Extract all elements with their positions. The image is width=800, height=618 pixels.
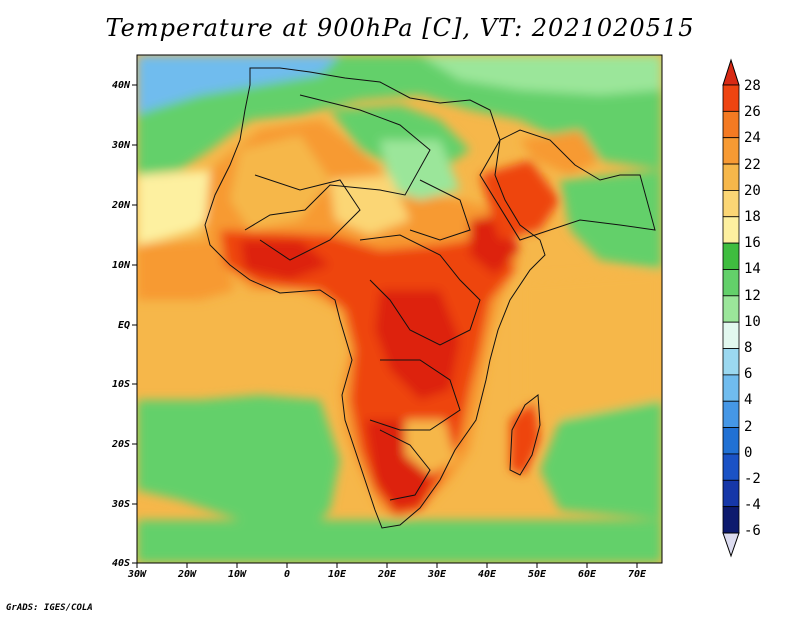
colorbar-labels: 28 26 24 22 20 18 16 14 12 10 8 6 4 2 0 …: [744, 78, 761, 539]
colorbar-label: 10: [744, 314, 761, 330]
lat-tick-labels: 40N 30N 20N 10N EQ 10S 20S 30S 40S: [111, 80, 131, 569]
colorbar-box: [722, 110, 740, 139]
lon-tick-label: 10E: [328, 569, 347, 580]
colorbar-box: [722, 427, 740, 455]
lat-tick-label: 30N: [111, 140, 131, 151]
lon-tick-label: 30E: [427, 569, 447, 580]
lon-tick-label: 30W: [127, 569, 147, 580]
lat-tick-label: 20S: [111, 439, 130, 450]
colorbar-label: 0: [744, 445, 752, 461]
colorbar-box: [722, 242, 740, 270]
map-title: Temperature at 900hPa [C], VT: 202102051…: [105, 14, 695, 42]
colorbar-bottom-arrow: [722, 532, 740, 558]
colorbar-box: [722, 269, 740, 297]
lon-tick-label: 0: [284, 569, 290, 580]
lat-tick-label: 40S: [112, 558, 130, 569]
colorbar-box: [722, 321, 740, 349]
credit-label: GrADS: IGES/COLA: [6, 603, 93, 613]
lon-tick-label: 60E: [578, 569, 597, 580]
colorbar-box: [722, 163, 740, 191]
lon-tick-label: 10W: [228, 569, 247, 580]
axis-ticks: [132, 84, 638, 568]
colorbar-box: [722, 84, 740, 112]
colorbar-box: [722, 190, 740, 218]
colorbar-label: 20: [744, 183, 761, 199]
colorbar-label: 6: [744, 366, 752, 382]
colorbar-label: -6: [744, 523, 761, 539]
lat-tick-label: 20N: [111, 200, 131, 211]
lon-tick-label: 40E: [478, 569, 497, 580]
lon-tick-label: 70E: [628, 569, 647, 580]
temperature-field: [137, 55, 662, 563]
colorbar-label: -4: [744, 497, 761, 513]
colorbar-box: [722, 453, 740, 481]
lon-tick-label: 20W: [177, 569, 197, 580]
colorbar-box: [722, 479, 740, 508]
colorbar-label: 26: [744, 104, 761, 120]
lon-tick-labels: 30W 20W 10W 0 10E 20E 30E 40E 50E 60E 70…: [127, 569, 647, 580]
colorbar-label: 8: [744, 340, 752, 356]
colorbar-box: [722, 374, 740, 402]
colorbar-label: 18: [744, 209, 761, 225]
colorbar-box: [722, 137, 740, 165]
lat-tick-label: EQ: [118, 320, 130, 331]
colorbar-boxes: [722, 84, 740, 534]
colorbar-top-arrow: [722, 58, 740, 86]
colorbar-box: [722, 295, 740, 323]
colorbar-label: 16: [744, 235, 761, 251]
lat-tick-label: 10N: [112, 260, 131, 271]
colorbar-box: [722, 506, 740, 534]
colorbar-label: 22: [744, 157, 761, 173]
colorbar-label: -2: [744, 471, 761, 487]
plot-frame: [136, 54, 663, 564]
lat-tick-label: 40N: [112, 80, 131, 91]
colorbar-label: 14: [744, 261, 761, 277]
colorbar-box: [722, 348, 740, 376]
colorbar-label: 12: [744, 288, 761, 304]
coastlines: [204, 67, 656, 529]
colorbar-label: 24: [744, 130, 761, 146]
colorbar: 28 26 24 22 20 18 16 14 12 10 8 6 4 2 0 …: [722, 58, 761, 558]
colorbar-box: [722, 216, 740, 244]
lon-tick-label: 50E: [528, 569, 547, 580]
lat-tick-label: 10S: [112, 379, 130, 390]
lat-tick-label: 30S: [111, 499, 130, 510]
colorbar-label: 2: [744, 419, 752, 435]
colorbar-label: 28: [744, 78, 761, 94]
colorbar-box: [722, 400, 740, 428]
colorbar-label: 4: [744, 392, 752, 408]
lon-tick-label: 20E: [377, 569, 397, 580]
